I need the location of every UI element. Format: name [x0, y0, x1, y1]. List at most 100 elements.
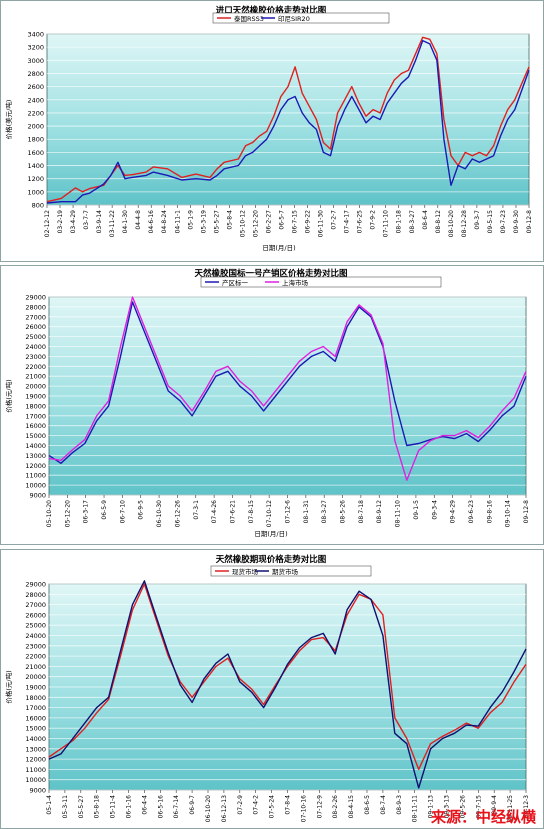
- y-tick-label: 2200: [27, 109, 44, 117]
- x-tick-label: 05-12-20: [64, 500, 71, 527]
- x-tick-label: 03-4-29: [70, 210, 77, 234]
- source-label: 来源：中经纵横: [430, 808, 536, 826]
- y-tick-label: 22000: [25, 363, 46, 371]
- x-tick-label: 07-2-9: [237, 795, 244, 815]
- y-tick-label: 22000: [25, 653, 46, 661]
- x-tick-label: 08-4-15: [348, 795, 355, 819]
- x-tick-label: 05-12-20: [252, 210, 259, 237]
- series-line: [48, 583, 527, 771]
- x-tick-label: 07-8-4: [285, 795, 292, 815]
- x-tick-label: 09-5-15: [487, 210, 494, 234]
- x-tick-label: 09-3-13: [444, 795, 451, 819]
- y-tick-label: 23000: [25, 353, 46, 361]
- x-tick-label: 06-7-10: [119, 500, 126, 524]
- x-tick-label: 09-7-23: [500, 210, 507, 234]
- legend-label: 泰国RSS3: [234, 14, 264, 23]
- y-tick-label: 21000: [25, 373, 46, 381]
- x-tick-label: 09-3-4: [431, 500, 438, 520]
- y-tick-label: 27000: [25, 313, 46, 321]
- chart-futures-spot: 9000 10000 11000 12000 13000 14000 15000 16000 1…: [4, 554, 530, 822]
- legend-label: 产区标一: [222, 278, 249, 287]
- x-tick-label: 04-11-1: [174, 210, 181, 234]
- y-tick-label: 1600: [27, 149, 44, 157]
- x-tick-label: 08-9-12: [376, 500, 383, 524]
- x-tick-label: 03-7-7: [83, 210, 90, 230]
- y-tick-label: 13000: [25, 745, 46, 753]
- y-tick-label: 29000: [25, 581, 46, 589]
- x-tick-label: 08-9-3: [396, 795, 403, 815]
- x-tick-label: 09-11-25: [507, 795, 514, 822]
- x-tick-label: 06-11-30: [318, 210, 325, 237]
- y-tick-label: 18000: [25, 694, 46, 702]
- x-tick-label: 08-3-27: [409, 210, 416, 234]
- x-tick-label: 07-6-21: [229, 500, 236, 524]
- chart-imported-rubber: 800 1000 1200 1400 1600 1800 2000 2200 2400 2600 2…: [4, 5, 533, 252]
- x-tick-label: 08-1-18: [396, 210, 403, 234]
- chart-title: 进口天然橡胶价格走势对比图: [216, 5, 327, 16]
- y-tick-label: 25000: [25, 622, 46, 630]
- y-tick-label: 1200: [27, 175, 44, 183]
- y-tick-label: 2800: [27, 70, 44, 78]
- y-tick-label: 29000: [25, 294, 46, 302]
- x-tick-label: 05-8-18: [94, 795, 101, 819]
- x-tick-label: 06-3-17: [83, 500, 90, 524]
- y-tick-label: 9000: [29, 787, 46, 795]
- chart-panel-futures-spot: 9000 10000 11000 12000 13000 14000 15000 16000 1…: [0, 549, 544, 829]
- legend-box: [210, 565, 372, 577]
- x-tick-label: 07-3-1: [193, 500, 200, 520]
- y-tick-label: 2600: [27, 83, 44, 91]
- x-tick-label: 07-6-25: [357, 210, 364, 234]
- x-tick-label: 07-2-7: [331, 210, 338, 230]
- x-tick-label: 07-12-6: [285, 500, 292, 524]
- y-tick-label: 20000: [25, 383, 46, 391]
- x-tick-label: 08-12-28: [461, 210, 468, 237]
- y-tick-label: 19000: [25, 393, 46, 401]
- x-tick-label: 06-10-20: [205, 795, 212, 822]
- y-tick-label: 18000: [25, 402, 46, 410]
- x-tick-label: 09-3-7: [474, 210, 481, 230]
- y-tick-label: 3200: [27, 44, 44, 52]
- y-tick-label: 28000: [25, 591, 46, 599]
- x-tick-label: 06-5-7: [278, 210, 285, 230]
- y-tick-label: 20000: [25, 673, 46, 681]
- x-tick-label: 07-10-12: [266, 500, 273, 527]
- y-tick-label: 1800: [27, 136, 44, 144]
- x-tick-label: 06-2-27: [265, 210, 272, 234]
- x-tick-label: 08-2-26: [332, 795, 339, 819]
- plot-area: [46, 33, 530, 206]
- x-tick-label: 05-3-19: [200, 210, 207, 234]
- series-line: [46, 36, 530, 203]
- y-tick-label: 9000: [29, 492, 46, 500]
- x-tick-label: 04-6-16: [148, 210, 155, 234]
- x-tick-label: 08-3-27: [321, 500, 328, 524]
- y-tick-label: 2400: [27, 96, 44, 104]
- x-tick-label: 02-12-12: [44, 210, 51, 237]
- x-tick-label: 07-4-17: [344, 210, 351, 234]
- x-tick-label: 06-12-13: [221, 795, 228, 822]
- x-tick-label: 09-7-15: [475, 795, 482, 819]
- y-tick-label: 24000: [25, 343, 46, 351]
- x-tick-label: 07-4-2: [253, 795, 260, 815]
- y-tick-label: 21000: [25, 663, 46, 671]
- y-tick-label: 27000: [25, 601, 46, 609]
- x-tick-label: 07-5-24: [269, 795, 276, 819]
- x-tick-label: 08-1-31: [303, 500, 310, 524]
- x-tick-label: 08-6-5: [364, 795, 371, 815]
- y-tick-label: 19000: [25, 684, 46, 692]
- chart-production-sales: 9000 10000 11000 12000 13000 14000 15000 16000 1…: [4, 268, 530, 538]
- x-tick-label: 06-9-5: [138, 500, 145, 520]
- x-tick-label: 09-12-8: [523, 500, 530, 524]
- y-tick-label: 2000: [27, 123, 44, 131]
- series-line: [48, 580, 527, 789]
- y-tick-label: 14000: [25, 442, 46, 450]
- x-tick-label: 07-12-9: [316, 795, 323, 819]
- x-tick-label: 05-1-9: [187, 210, 194, 230]
- x-tick-label: 04-1-30: [122, 210, 129, 234]
- x-tick-label: 08-7-18: [358, 500, 365, 524]
- y-tick-label: 14000: [25, 735, 46, 743]
- x-tick-label: 05-5-27: [213, 210, 220, 234]
- x-tick-label: 03-11-22: [109, 210, 116, 237]
- y-tick-label: 26000: [25, 611, 46, 619]
- x-tick-label: 06-12-26: [174, 500, 181, 527]
- x-tick-label: 08-6-4: [422, 210, 429, 230]
